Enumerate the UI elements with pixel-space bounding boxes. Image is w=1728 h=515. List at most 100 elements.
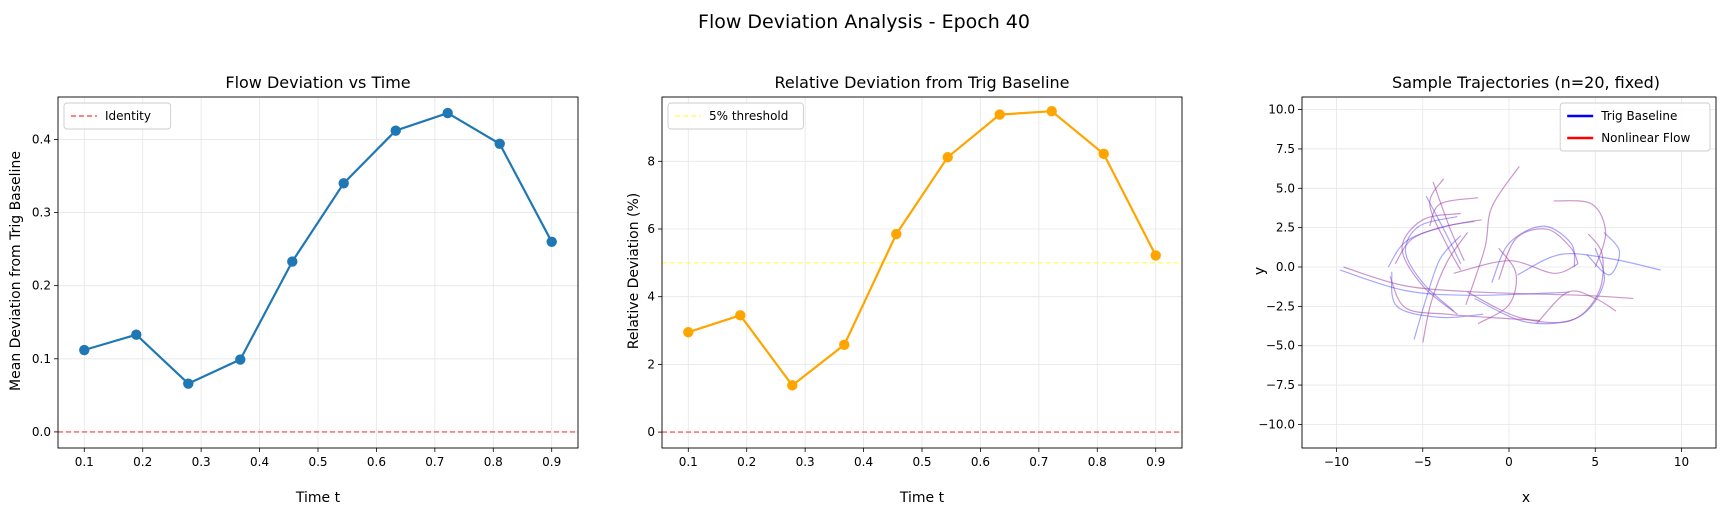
x-tick-label: 0.5 [308,455,327,469]
trig-trajectory [1404,216,1458,312]
x-tick-label: 0.7 [1029,455,1048,469]
y-tick-label: 0.3 [32,206,51,220]
y-tick-label: −10.0 [1258,417,1295,431]
x-tick-label: 0.6 [367,455,386,469]
x-tick-label: 0.8 [484,455,503,469]
chart-title: Relative Deviation from Trig Baseline [774,73,1069,92]
y-tick-label: 5.0 [1276,181,1295,195]
axes-frame [661,96,1183,449]
flow-trajectory [1429,178,1462,271]
panel-flow-deviation: Flow Deviation vs Time Time t Mean Devia… [8,73,579,506]
flow-trajectory [1389,276,1541,322]
figure-suptitle: Flow Deviation Analysis - Epoch 40 [698,11,1030,33]
x-tick-label: 0.1 [75,455,94,469]
trig-trajectory [1391,271,1484,319]
data-point [79,344,90,356]
trig-trajectory [1491,225,1576,283]
plot-area: −10 −5 0 5 10 −10.0 −7.5 −5.0 −2.5 0.0 2.5 5.0 7.5 10… [1258,96,1717,469]
x-tick-label: −5 [1414,455,1432,469]
flow-trajectory [1394,219,1482,265]
trig-trajectory [1517,253,1661,276]
y-tick-label: 2 [647,357,655,371]
y-axis-label: y [1252,267,1268,275]
plot-area: 0.1 0.2 0.3 0.4 0.5 0.6 0.7 0.8 0.9 0 2 4 6 8 5% thres… [647,96,1183,469]
data-point [546,236,557,247]
flow-trajectory [1401,212,1461,315]
y-tick-label: 0 [647,425,655,439]
data-point [235,354,246,365]
data-point [1046,106,1057,117]
flow-trajectory [1498,228,1579,280]
y-tick-label: 0.2 [32,279,51,293]
legend: Trig Baseline Nonlinear Flow [1559,102,1711,152]
x-axis-label: Time t [295,490,341,506]
flow-trajectory [1453,260,1579,274]
data-point [1150,250,1161,261]
plot-area: 0.1 0.2 0.3 0.4 0.5 0.6 0.7 0.8 0.9 0.0 0.1 0.2 0.3 0… [32,96,579,469]
y-tick-label: 0.1 [32,352,51,366]
axes-frame [1301,96,1717,449]
x-tick-label: 0.6 [971,455,990,469]
x-tick-label: −10 [1324,455,1349,469]
data-point [1098,148,1109,160]
y-axis-label: Mean Deviation from Trig Baseline [8,151,24,391]
y-tick-label: 2.5 [1276,221,1295,235]
data-point [338,178,349,189]
series-line [687,110,1157,387]
data-point [787,380,798,391]
x-tick-label: 0.3 [192,455,211,469]
legend-label: Identity [105,109,151,123]
x-tick-label: 0.4 [854,455,873,469]
y-tick-label: −2.5 [1266,299,1295,313]
trig-trajectory [1413,235,1462,340]
y-tick-label: 4 [647,290,655,304]
flow-trajectory [1432,181,1465,261]
data-point [183,378,194,389]
y-tick-label: 10.0 [1268,103,1295,117]
x-tick-label: 0.5 [912,455,931,469]
flow-trajectory [1429,197,1479,227]
y-tick-label: 0.0 [1276,260,1295,274]
data-point [131,329,142,340]
legend-frame [63,102,172,130]
y-axis-label: Relative Deviation (%) [626,193,642,350]
x-tick-label: 0.8 [1088,455,1107,469]
x-tick-label: 5 [1591,455,1599,469]
y-tick-label: 0.4 [32,132,51,146]
legend: 5% threshold [667,102,804,130]
data-point [942,152,953,163]
x-tick-label: 0.7 [425,455,444,469]
y-tick-label: 0.0 [32,425,51,439]
x-tick-label: 10 [1674,455,1689,469]
x-tick-label: 0.9 [542,455,561,469]
series-line [83,111,553,385]
trig-trajectory [1387,220,1475,268]
data-point [994,109,1005,120]
x-tick-label: 0.2 [737,455,756,469]
x-tick-label: 0.2 [133,455,152,469]
data-point [735,310,746,321]
flow-trajectory [1536,290,1617,325]
x-axis-label: x [1522,490,1530,506]
flow-trajectory [1467,233,1604,324]
flow-trajectory [1553,200,1607,268]
axes-frame [57,96,579,449]
legend: Identity [63,102,172,130]
x-tick-label: 0 [1505,455,1513,469]
panel-relative-deviation: Relative Deviation from Trig Baseline Ti… [626,73,1183,506]
plot-content [58,107,578,433]
trig-trajectory [1339,269,1570,296]
trig-trajectory [1586,231,1621,276]
legend-frame [1559,102,1711,152]
data-point [839,339,850,350]
panel-sample-trajectories: Sample Trajectories (n=20, fixed) x y −1… [1252,73,1717,506]
data-point [683,327,694,338]
y-tick-label: −7.5 [1266,378,1295,392]
plot-content [662,106,1182,433]
flow-trajectory [1465,165,1520,305]
legend-label: 5% threshold [709,109,788,123]
y-tick-label: −5.0 [1266,339,1295,353]
y-tick-label: 7.5 [1276,142,1295,156]
x-tick-label: 0.3 [796,455,815,469]
